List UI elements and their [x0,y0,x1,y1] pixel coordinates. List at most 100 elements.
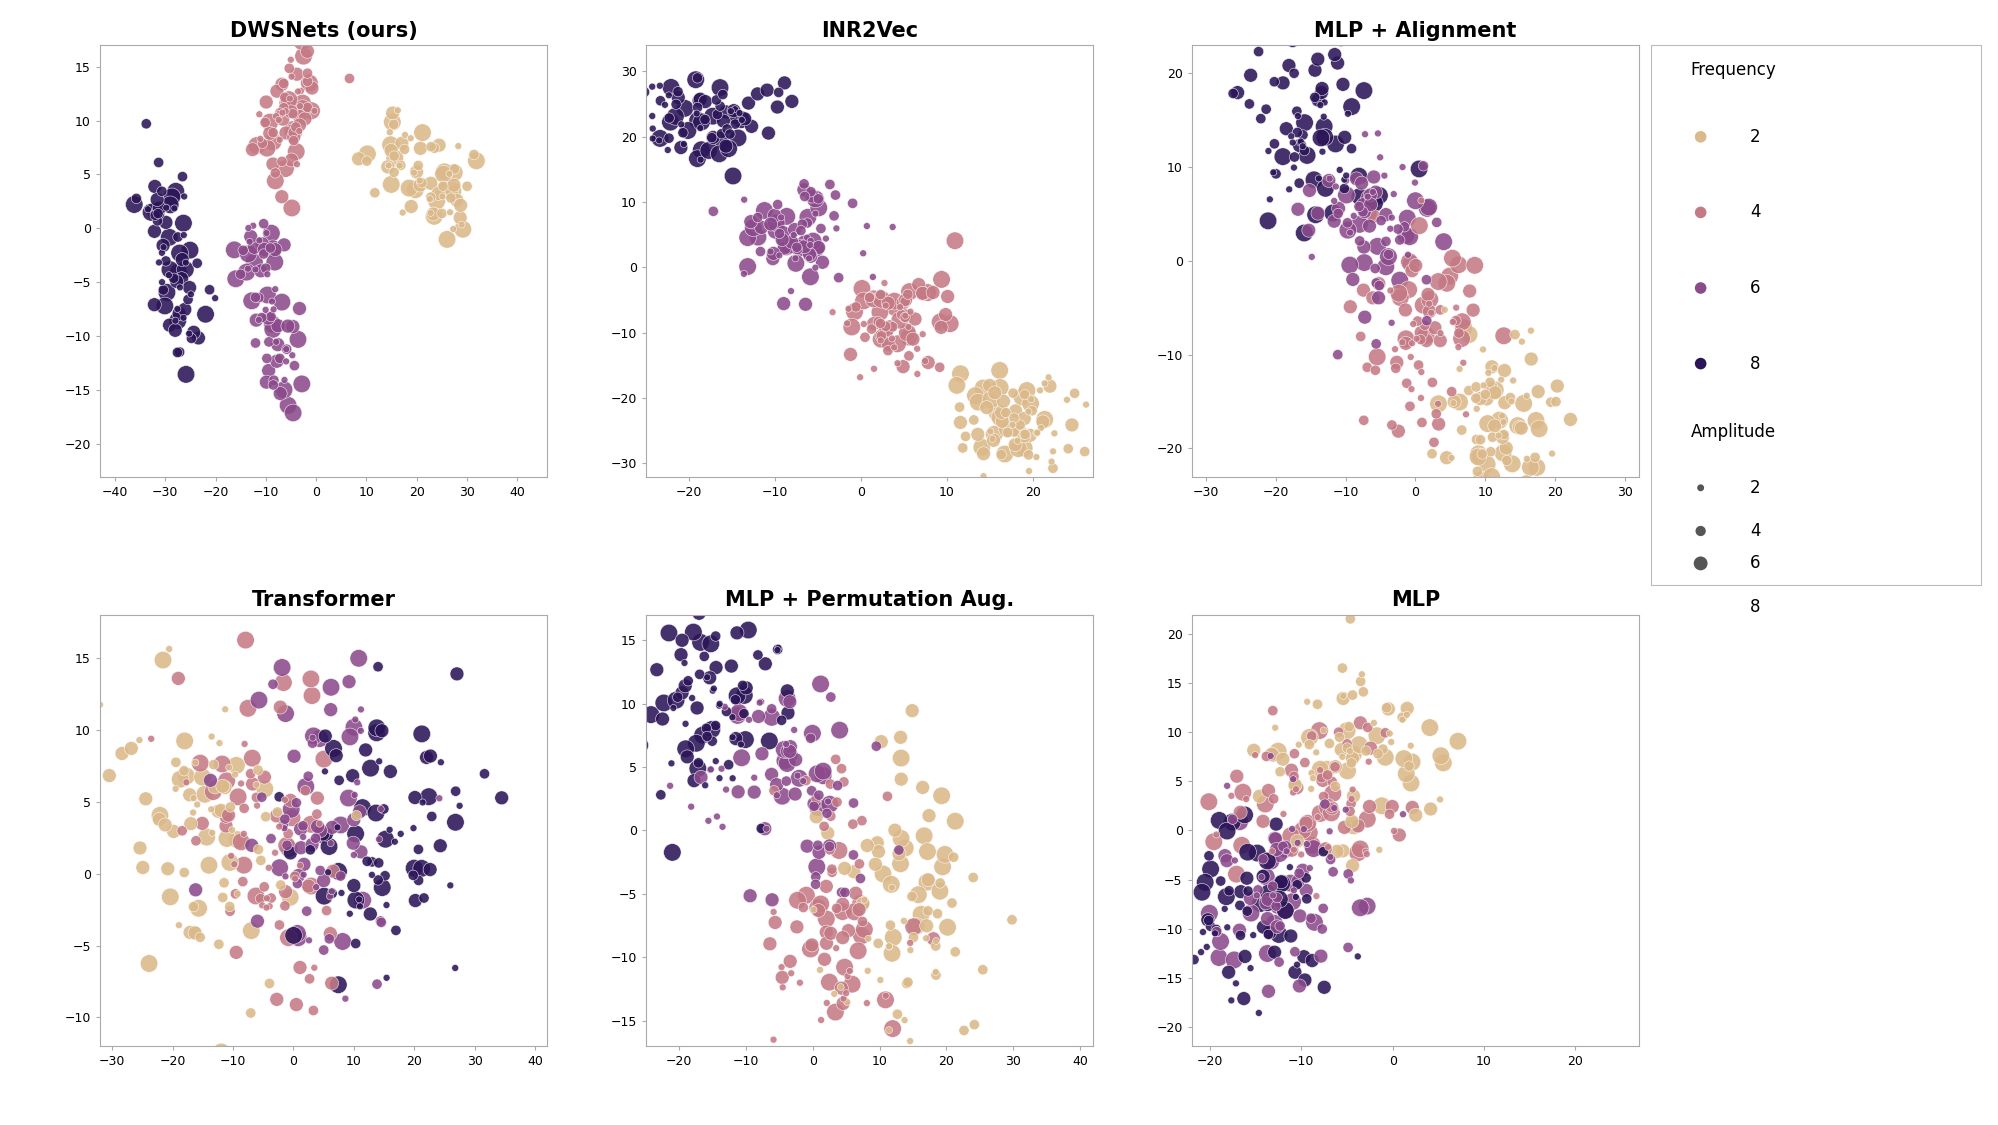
Point [817,304,849,322]
Point [1261,897,1293,915]
Point [1269,901,1301,919]
Point [907,285,939,303]
Point [659,691,691,709]
Point [1299,206,1331,224]
Point [1337,749,1369,767]
Point [228,856,260,874]
Point [1187,922,1219,940]
Point [1389,334,1421,352]
Point [1331,214,1363,232]
Point [853,289,885,307]
Point [829,883,861,901]
Point [623,736,655,754]
Point [458,145,490,163]
Point [1251,945,1283,963]
Point [364,580,396,598]
Point [1279,781,1311,799]
Point [1167,975,1199,993]
Point [254,114,286,132]
Point [1504,333,1536,351]
Point [338,876,370,894]
Point [264,876,296,894]
Point [370,896,402,914]
Point [206,801,238,819]
Point [1211,777,1243,795]
Point [807,762,839,780]
Point [1437,393,1469,411]
Point [1033,377,1065,395]
Point [899,310,931,328]
Point [827,990,859,1008]
Point [781,241,813,259]
Point [1333,802,1365,820]
Point [256,292,288,310]
Point [1273,874,1305,892]
Point [1013,462,1045,480]
Point [426,205,458,223]
Point [1423,272,1455,290]
Point [136,730,168,748]
Point [1217,951,1249,969]
Point [1347,202,1379,220]
Point [799,808,831,826]
Point [362,975,394,993]
Point [1037,424,1069,442]
Point [1257,702,1289,720]
Point [789,295,821,313]
Point [685,768,717,786]
Point [677,623,709,641]
Point [1301,205,1333,223]
Point [1293,860,1325,878]
Point [1471,415,1502,433]
Point [1405,363,1437,381]
Point [1037,459,1069,477]
Point [248,245,280,263]
Point [681,759,713,777]
Point [184,928,216,946]
Point [1405,331,1437,349]
Point [779,785,811,803]
Point [699,91,731,109]
Point [1375,798,1407,816]
Point [831,299,863,317]
Point [1337,788,1369,806]
Point [1684,205,1716,223]
Point [1331,739,1363,757]
Point [206,889,238,907]
Point [1331,865,1363,883]
Point [859,737,891,755]
Point [1363,840,1395,858]
Point [1193,904,1225,922]
Point [709,698,741,716]
Point [833,345,865,363]
Point [436,182,468,200]
Point [140,202,172,220]
Point [861,935,893,953]
Point [1311,27,1343,45]
Point [260,164,292,182]
Point [1353,217,1385,235]
Point [244,691,276,709]
Point [1345,174,1377,192]
Point [1684,336,1716,354]
Point [1059,385,1091,403]
Point [991,423,1023,441]
Point [378,147,410,165]
Point [202,802,234,820]
Point [1293,222,1325,240]
Point [278,105,310,123]
Point [681,111,713,129]
Point [280,794,312,812]
Point [180,754,212,772]
Point [1383,826,1415,844]
Point [1287,137,1319,155]
Point [837,794,869,812]
Point [681,754,713,772]
Point [1359,183,1391,201]
Point [1259,816,1291,834]
Point [1251,890,1283,908]
Point [721,624,753,642]
Point [292,99,324,117]
Point [244,232,276,250]
Point [418,140,450,158]
